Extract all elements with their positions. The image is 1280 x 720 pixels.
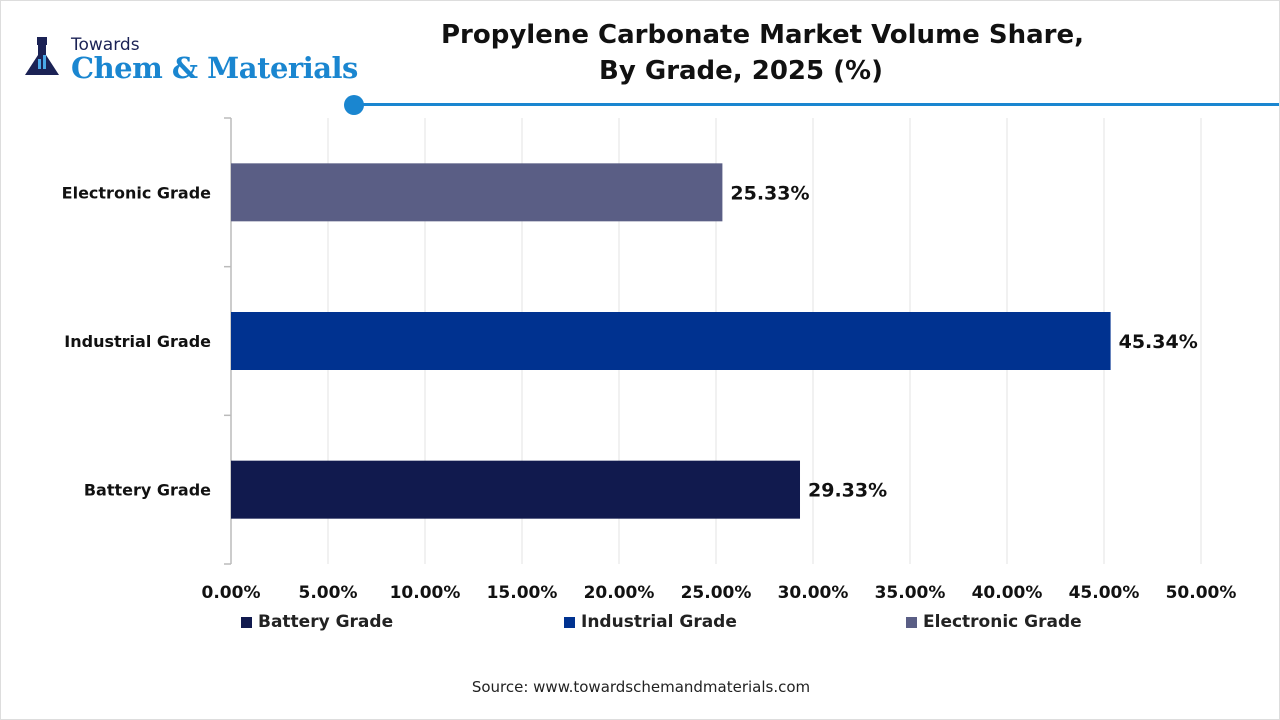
- legend-swatch: [906, 616, 917, 628]
- title-rule-dot: [344, 95, 364, 115]
- x-tick-label: 15.00%: [487, 583, 558, 603]
- data-label: 29.33%: [808, 480, 887, 502]
- data-label: 45.34%: [1119, 331, 1198, 353]
- bar: [231, 163, 723, 222]
- x-tick-label: 50.00%: [1166, 583, 1237, 603]
- logo-towards: Towards: [71, 35, 140, 55]
- y-category-label: Electronic Grade: [62, 183, 211, 202]
- legend-swatch: [564, 616, 575, 628]
- legend-swatch: [241, 616, 252, 628]
- y-category-label: Battery Grade: [84, 481, 211, 500]
- legend-item-battery: Battery Grade: [241, 612, 393, 632]
- chart-title: Propylene Carbonate Market Volume Share,…: [441, 17, 1084, 89]
- legend-item-industrial: Industrial Grade: [564, 612, 737, 632]
- bar: [231, 460, 801, 519]
- bar: [231, 312, 1111, 370]
- logo-brand: Chem & Materials: [71, 51, 358, 85]
- title-line-1: Propylene Carbonate Market Volume Share,: [441, 20, 1084, 50]
- legend-label: Industrial Grade: [581, 612, 737, 632]
- x-tick-label: 30.00%: [778, 583, 849, 603]
- x-tick-label: 10.00%: [390, 583, 461, 603]
- legend-item-electronic: Electronic Grade: [906, 612, 1082, 632]
- title-rule: [356, 103, 1279, 106]
- title-line-2: By Grade, 2025 (%): [599, 56, 883, 86]
- source-note: Source: www.towardschemandmaterials.com: [471, 678, 811, 696]
- legend-label: Electronic Grade: [923, 612, 1082, 632]
- legend-label: Battery Grade: [258, 612, 394, 632]
- data-label: 25.33%: [730, 182, 809, 204]
- x-tick-label: 25.00%: [681, 583, 752, 603]
- x-tick-label: 40.00%: [972, 583, 1043, 603]
- x-tick-label: 35.00%: [875, 583, 946, 603]
- flask-icon: [25, 37, 59, 75]
- x-tick-label: 0.00%: [202, 583, 261, 603]
- x-tick-label: 5.00%: [299, 583, 358, 603]
- y-category-label: Industrial Grade: [64, 332, 211, 351]
- x-tick-label: 20.00%: [584, 583, 655, 603]
- x-tick-label: 45.00%: [1069, 583, 1140, 603]
